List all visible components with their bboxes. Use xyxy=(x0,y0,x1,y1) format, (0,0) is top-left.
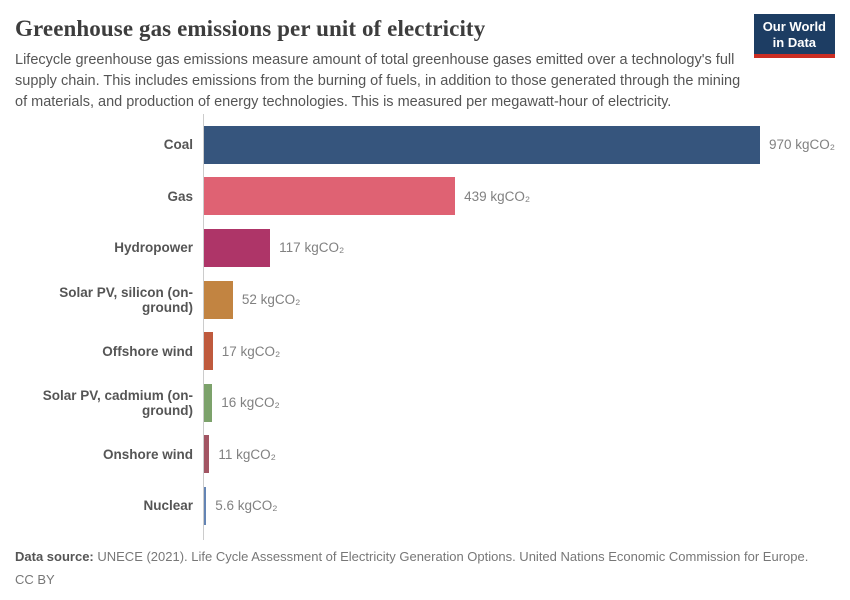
bar-row: Nuclear 5.6 kgCO₂ xyxy=(15,480,835,532)
value-label: 17 kgCO₂ xyxy=(221,343,281,359)
value-label: 52 kgCO₂ xyxy=(241,292,301,308)
bar-zone: 970 kgCO₂ xyxy=(203,119,835,171)
bar[interactable] xyxy=(203,228,271,267)
bar-chart: Coal 970 kgCO₂ Gas 439 kgCO₂ Hydropower 117 k… xyxy=(15,114,835,540)
data-source-label: Data source: xyxy=(15,548,94,564)
category-label: Solar PV, cadmium (on-ground) xyxy=(42,387,193,418)
chart-footer: Data source: UNECE (2021). Life Cycle As… xyxy=(15,547,835,590)
value-label: 16 kgCO₂ xyxy=(221,395,280,411)
bar-zone: 117 kgCO₂ xyxy=(203,222,835,274)
chart-header: Greenhouse gas emissions per unit of ele… xyxy=(15,14,835,113)
value-label: 117 kgCO₂ xyxy=(279,240,345,256)
bar-row: Offshore wind 17 kgCO₂ xyxy=(15,325,835,377)
page-title: Greenhouse gas emissions per unit of ele… xyxy=(15,16,486,41)
bar-zone: 17 kgCO₂ xyxy=(203,325,835,377)
chart-rows: Coal 970 kgCO₂ Gas 439 kgCO₂ Hydropower 117 k… xyxy=(15,114,835,540)
bar[interactable] xyxy=(203,435,210,474)
category-label: Offshore wind xyxy=(102,343,193,359)
bar-zone: 5.6 kgCO₂ xyxy=(203,480,835,532)
bar[interactable] xyxy=(203,125,760,164)
y-axis-line xyxy=(203,114,204,540)
data-source-line: Data source: UNECE (2021). Life Cycle As… xyxy=(15,547,835,567)
value-label: 11 kgCO₂ xyxy=(218,446,276,462)
category-label: Gas xyxy=(167,188,193,204)
bar-row: Gas 439 kgCO₂ xyxy=(15,171,835,223)
bar-zone: 439 kgCO₂ xyxy=(203,171,835,223)
value-label: 439 kgCO₂ xyxy=(464,188,531,204)
bar-row: Hydropower 117 kgCO₂ xyxy=(15,222,835,274)
category-label: Onshore wind xyxy=(102,446,193,462)
owid-logo[interactable]: Our World in Data xyxy=(753,14,835,58)
bar-row: Solar PV, cadmium (on-ground) 16 kgCO₂ xyxy=(15,377,835,429)
bar-zone: 52 kgCO₂ xyxy=(203,274,835,326)
bar-row: Coal 970 kgCO₂ xyxy=(15,119,835,171)
data-source-text: UNECE (2021). Life Cycle Assessment of E… xyxy=(93,548,809,564)
category-label: Coal xyxy=(163,137,193,153)
bar[interactable] xyxy=(203,177,456,216)
category-label: Solar PV, silicon (on-ground) xyxy=(59,284,193,315)
owid-logo-line1: Our World xyxy=(762,19,826,34)
bar[interactable] xyxy=(203,332,213,371)
value-label: 5.6 kgCO₂ xyxy=(215,498,278,514)
bar-row: Onshore wind 11 kgCO₂ xyxy=(15,429,835,481)
bar-zone: 16 kgCO₂ xyxy=(203,377,835,429)
bar[interactable] xyxy=(203,383,213,422)
chart-subtitle: Lifecycle greenhouse gas emissions measu… xyxy=(15,52,741,110)
bar[interactable] xyxy=(203,280,233,319)
bar[interactable] xyxy=(203,486,207,525)
license-link[interactable]: CC BY xyxy=(15,571,55,587)
bar-zone: 11 kgCO₂ xyxy=(203,429,835,481)
category-label: Nuclear xyxy=(143,498,193,514)
value-label: 970 kgCO₂ xyxy=(769,137,836,153)
bar-row: Solar PV, silicon (on-ground) 52 kgCO₂ xyxy=(15,274,835,326)
category-label: Hydropower xyxy=(114,240,193,256)
owid-logo-line2: in Data xyxy=(772,35,817,50)
